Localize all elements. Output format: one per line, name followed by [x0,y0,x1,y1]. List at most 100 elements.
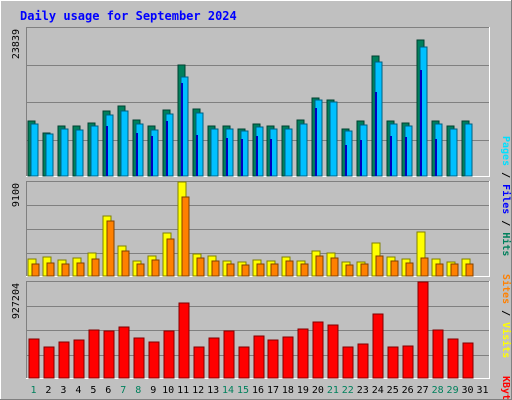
kbytes-bar [253,335,265,379]
day-label: 24 [372,385,384,396]
day-label: 15 [237,385,249,396]
day-label: 22 [342,385,354,396]
files-bar [299,123,308,177]
legend-sep-3: / [500,304,511,322]
kbytes-bar [88,329,100,379]
legend-pages: Pages [500,136,511,166]
kbytes-bar [462,342,474,379]
sites-bar [375,255,384,277]
day-label: 5 [90,385,96,396]
day-label: 14 [222,385,234,396]
day-label: 30 [462,385,474,396]
panel-hits: 23839 [11,27,490,177]
kbytes-bar [447,338,459,379]
day-label: 27 [417,385,429,396]
day-label: 7 [120,385,126,396]
day-label: 19 [297,385,309,396]
pages-bar [405,137,407,176]
sites-bar [241,264,250,277]
legend-files: Files [500,184,512,214]
pages-bar [360,140,362,176]
kbytes-bar [417,281,429,379]
files-bar [90,125,99,177]
pages-bar [375,92,377,176]
pages-bar [345,145,347,176]
kbytes-bar [73,339,85,379]
chart-title: Daily usage for September 2024 [20,9,237,23]
legend-sep-1: / [500,166,511,184]
files-bar [30,123,39,177]
day-label: 21 [327,385,339,396]
pages-bar [166,121,168,176]
kbytes-bar [432,329,444,379]
sites-bar [181,196,190,277]
pages-bar [136,133,138,176]
sites-bar [121,250,130,277]
kbytes-bar [297,328,309,379]
day-label: 31 [476,385,488,396]
sites-bar [345,264,354,277]
legend-sep-2: / [500,214,511,232]
kbytes-bar [163,330,175,379]
day-label: 26 [402,385,414,396]
kbytes-bar [387,346,399,379]
kbytes-bar [282,336,294,379]
pages-bar [241,139,243,176]
kbytes-bar [58,341,70,379]
day-label: 1 [30,385,36,396]
day-labels: 1 2 3 4 5 6 7 8 9 10 11 12 13 14 15 16 17 18 19 20 21 22 23 24 2… [30,385,488,396]
pages-bar [390,136,392,176]
kbytes-bar [43,346,55,379]
sites-bar [435,263,444,277]
legend-visits-text: Sites / Visits [500,274,512,358]
sites-bar [46,262,55,277]
day-label: 16 [252,385,264,396]
day-label: 8 [135,385,141,396]
kbytes-bar [327,324,339,379]
legend-kbytes: KBytes [500,376,511,400]
sites-bar [300,263,309,277]
sites-bar [256,263,265,277]
legend-hits-label: Hits [500,232,512,256]
sites-bar [196,257,205,277]
day-label: 3 [60,385,66,396]
panel-kbytes: 927204 [11,281,490,379]
pages-bar [181,83,183,176]
panel-visits: 9100 [11,181,490,277]
kbytes-bar [208,337,220,379]
kbytes-bar [267,339,279,379]
day-label: 6 [105,385,111,396]
kbytes-bar [238,346,250,379]
day-label: 18 [282,385,294,396]
kbytes-bar [103,330,115,379]
sites-bar [106,220,115,277]
legend-kbytes-label: KBytes [500,376,511,400]
sites-bar [315,255,324,277]
sites-bar [151,259,160,277]
sites-bar [420,257,429,277]
day-label: 11 [177,385,189,396]
kbytes-scale-label: 927204 [11,283,22,319]
day-label: 29 [447,385,459,396]
kbytes-bar [133,337,145,379]
kbytes-bar [193,346,205,379]
pages-bar [226,138,228,176]
kbytes-bar [148,341,160,379]
files-bar [60,128,69,177]
pages-bar [256,136,258,176]
visits-scale-label: 9100 [11,183,22,207]
files-bar [45,133,54,177]
day-label: 17 [267,385,279,396]
day-label: 23 [357,385,369,396]
files-bar [329,101,338,177]
day-label: 28 [432,385,444,396]
files-bar [284,128,293,177]
sites-bar [285,260,294,277]
sites-bar [166,238,175,277]
pages-bar [315,108,317,176]
kbytes-bar [178,302,190,379]
sites-bar [450,263,459,277]
day-label: 20 [312,385,324,396]
sites-bar [211,260,220,277]
kbytes-bar [357,343,369,379]
